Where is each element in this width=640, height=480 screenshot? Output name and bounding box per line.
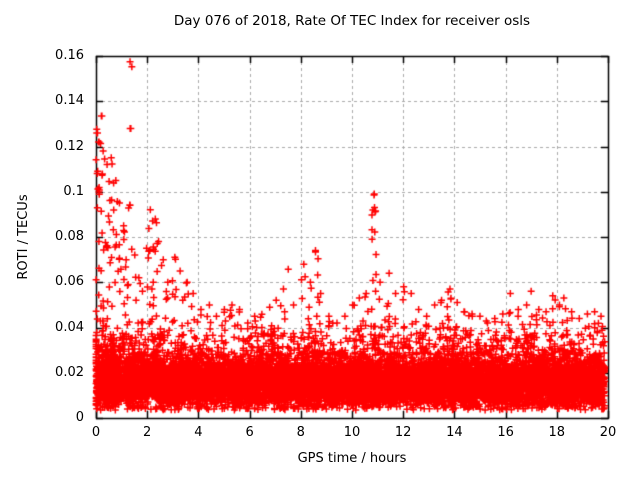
x-tick-label: 12 [394,425,412,440]
x-tick-label: 0 [91,425,101,440]
x-tick-label: 10 [343,425,361,440]
x-tick-label: 2 [143,425,152,440]
x-tick-label: 8 [296,425,305,440]
y-tick-label: 0.16 [55,48,84,63]
chart-title: Day 076 of 2018, Rate Of TEC Index for r… [173,13,531,29]
x-tick-label: 20 [599,425,617,440]
x-tick-label: 16 [497,425,514,440]
x-axis-label: GPS time / hours [297,451,407,466]
y-tick-label: 0.06 [55,274,84,290]
y-tick-label: 0.02 [55,364,84,380]
x-tick-label: 6 [245,425,254,440]
y-tick-label: 0.08 [55,229,84,244]
x-tick-label: 4 [194,425,203,440]
x-tick-label: 18 [548,425,566,440]
y-tick-label: 0.12 [55,138,84,154]
x-tick-label: 14 [446,425,463,440]
y-tick-label: 0 [75,410,84,425]
y-tick-label: 0.04 [55,319,84,335]
y-tick-label: 0.14 [55,93,84,109]
y-tick-label: 0.1 [63,183,84,199]
